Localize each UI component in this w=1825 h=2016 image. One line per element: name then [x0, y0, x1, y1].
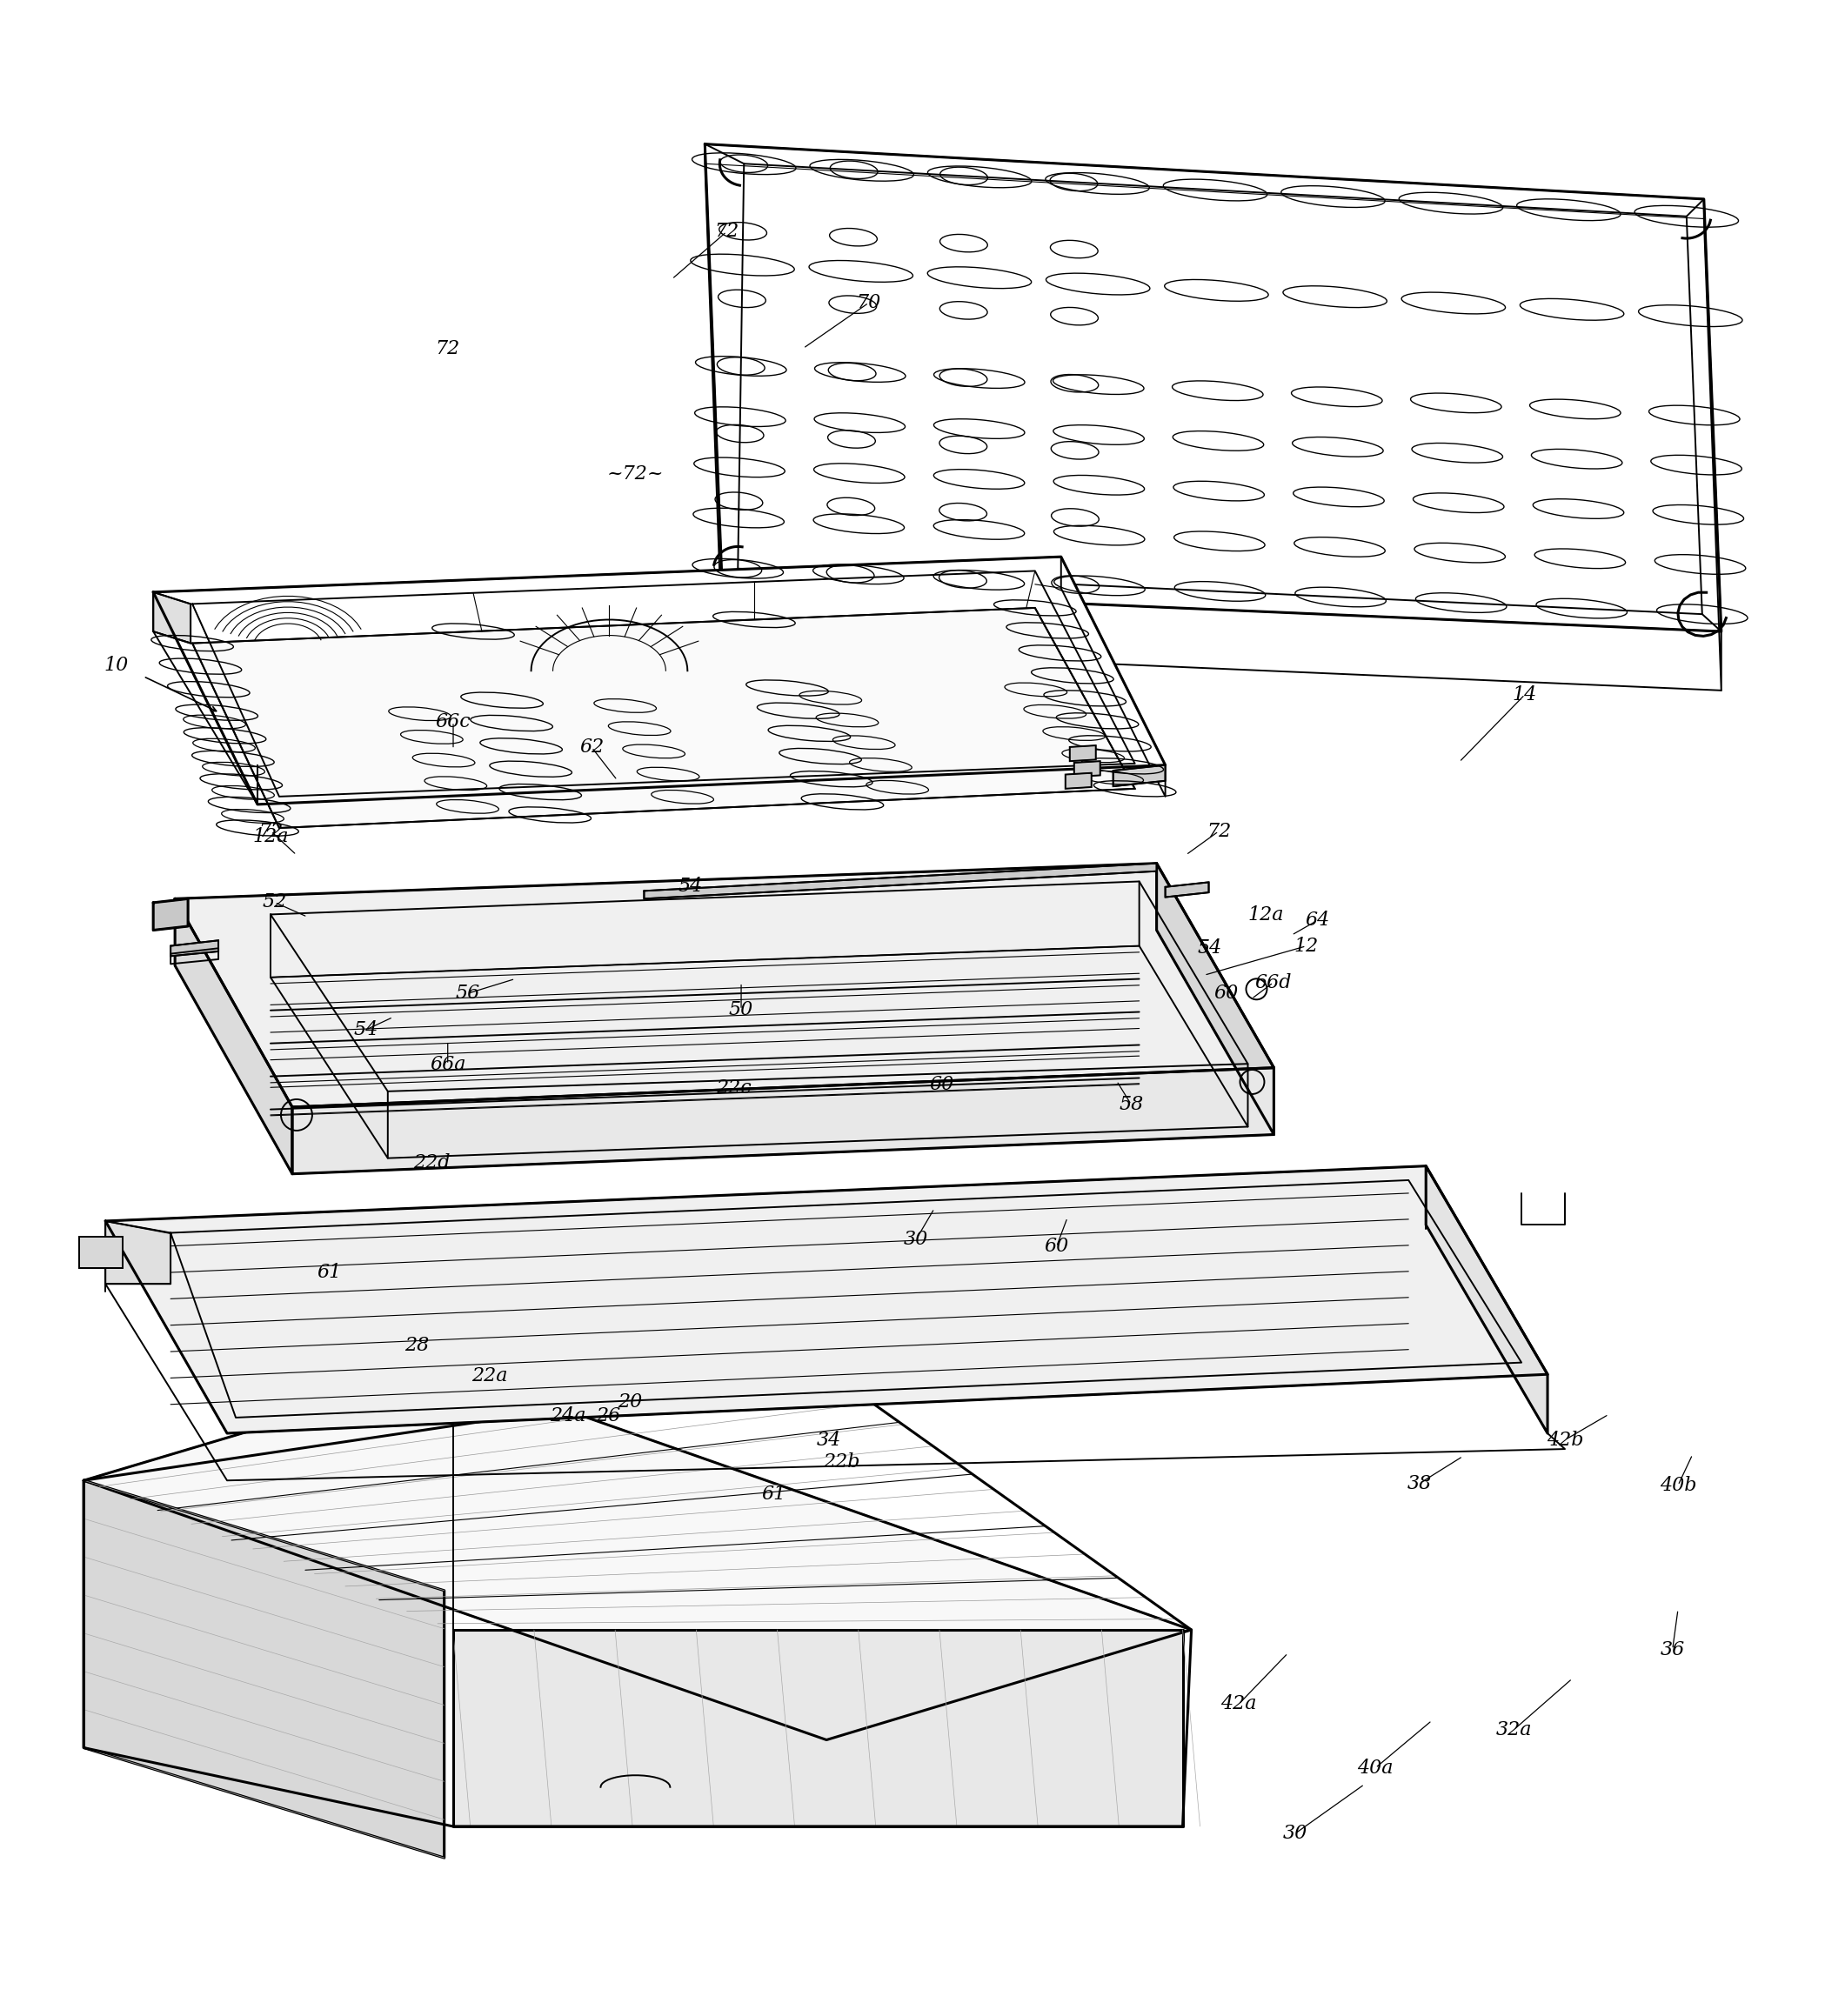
Polygon shape: [1075, 762, 1100, 776]
Text: 20: 20: [617, 1391, 642, 1411]
Text: 22c: 22c: [715, 1079, 752, 1099]
Polygon shape: [1069, 746, 1095, 762]
Polygon shape: [1157, 863, 1274, 1135]
Text: 54: 54: [354, 1020, 378, 1040]
Polygon shape: [192, 609, 1135, 829]
Text: 62: 62: [580, 738, 604, 756]
Polygon shape: [1425, 1165, 1548, 1433]
Text: 60: 60: [929, 1075, 954, 1095]
Text: 56: 56: [456, 984, 480, 1004]
Text: 12a: 12a: [254, 827, 288, 847]
Polygon shape: [292, 1068, 1274, 1173]
Text: 10: 10: [104, 655, 128, 675]
Text: 36: 36: [1661, 1639, 1684, 1659]
Text: 66d: 66d: [1256, 974, 1292, 992]
Text: ~72~: ~72~: [608, 464, 664, 484]
Text: 22b: 22b: [823, 1452, 860, 1472]
Polygon shape: [704, 143, 1721, 631]
Text: 66a: 66a: [429, 1054, 465, 1075]
Polygon shape: [153, 556, 1166, 804]
Polygon shape: [153, 593, 190, 643]
Text: 26: 26: [595, 1407, 620, 1425]
Polygon shape: [1166, 883, 1208, 897]
Text: 14: 14: [1513, 685, 1537, 704]
Text: 54: 54: [677, 877, 703, 895]
Text: 66c: 66c: [436, 712, 471, 732]
Text: 24a: 24a: [549, 1407, 586, 1425]
Text: 60: 60: [1044, 1238, 1069, 1256]
Text: 42a: 42a: [1221, 1695, 1257, 1714]
Polygon shape: [170, 939, 219, 956]
Text: 34: 34: [816, 1429, 841, 1450]
Polygon shape: [80, 1236, 122, 1268]
Text: 30: 30: [1283, 1824, 1307, 1843]
Text: 52: 52: [263, 893, 287, 911]
Polygon shape: [84, 1371, 1192, 1740]
Text: 22d: 22d: [412, 1153, 449, 1173]
Text: 58: 58: [1119, 1095, 1144, 1115]
Text: 72: 72: [436, 339, 460, 359]
Text: 12: 12: [1294, 937, 1318, 956]
Text: 61: 61: [318, 1262, 341, 1282]
Polygon shape: [1066, 772, 1091, 788]
Polygon shape: [175, 863, 1274, 1107]
Text: 72: 72: [714, 222, 739, 242]
Polygon shape: [106, 1222, 170, 1284]
Text: 60: 60: [1214, 984, 1239, 1004]
Polygon shape: [106, 1165, 1548, 1433]
Polygon shape: [175, 899, 292, 1173]
Text: 64: 64: [1305, 911, 1329, 929]
Polygon shape: [153, 899, 188, 929]
Text: 40a: 40a: [1358, 1758, 1394, 1778]
Text: 30: 30: [903, 1230, 929, 1250]
Text: 12a: 12a: [1248, 905, 1285, 925]
Text: 40b: 40b: [1659, 1476, 1697, 1496]
Text: 72: 72: [1206, 823, 1232, 841]
Text: 50: 50: [728, 1000, 754, 1020]
Polygon shape: [84, 1480, 443, 1859]
Text: 72: 72: [259, 823, 283, 841]
Text: 22a: 22a: [471, 1367, 507, 1385]
Text: 38: 38: [1407, 1474, 1431, 1494]
Text: 54: 54: [1197, 937, 1223, 958]
Polygon shape: [453, 1629, 1183, 1826]
Polygon shape: [1113, 766, 1166, 786]
Polygon shape: [644, 863, 1157, 899]
Text: 32a: 32a: [1496, 1720, 1531, 1740]
Text: 61: 61: [761, 1486, 787, 1504]
Text: 28: 28: [405, 1335, 429, 1355]
Text: 42b: 42b: [1546, 1429, 1584, 1450]
Text: 70: 70: [856, 292, 881, 312]
